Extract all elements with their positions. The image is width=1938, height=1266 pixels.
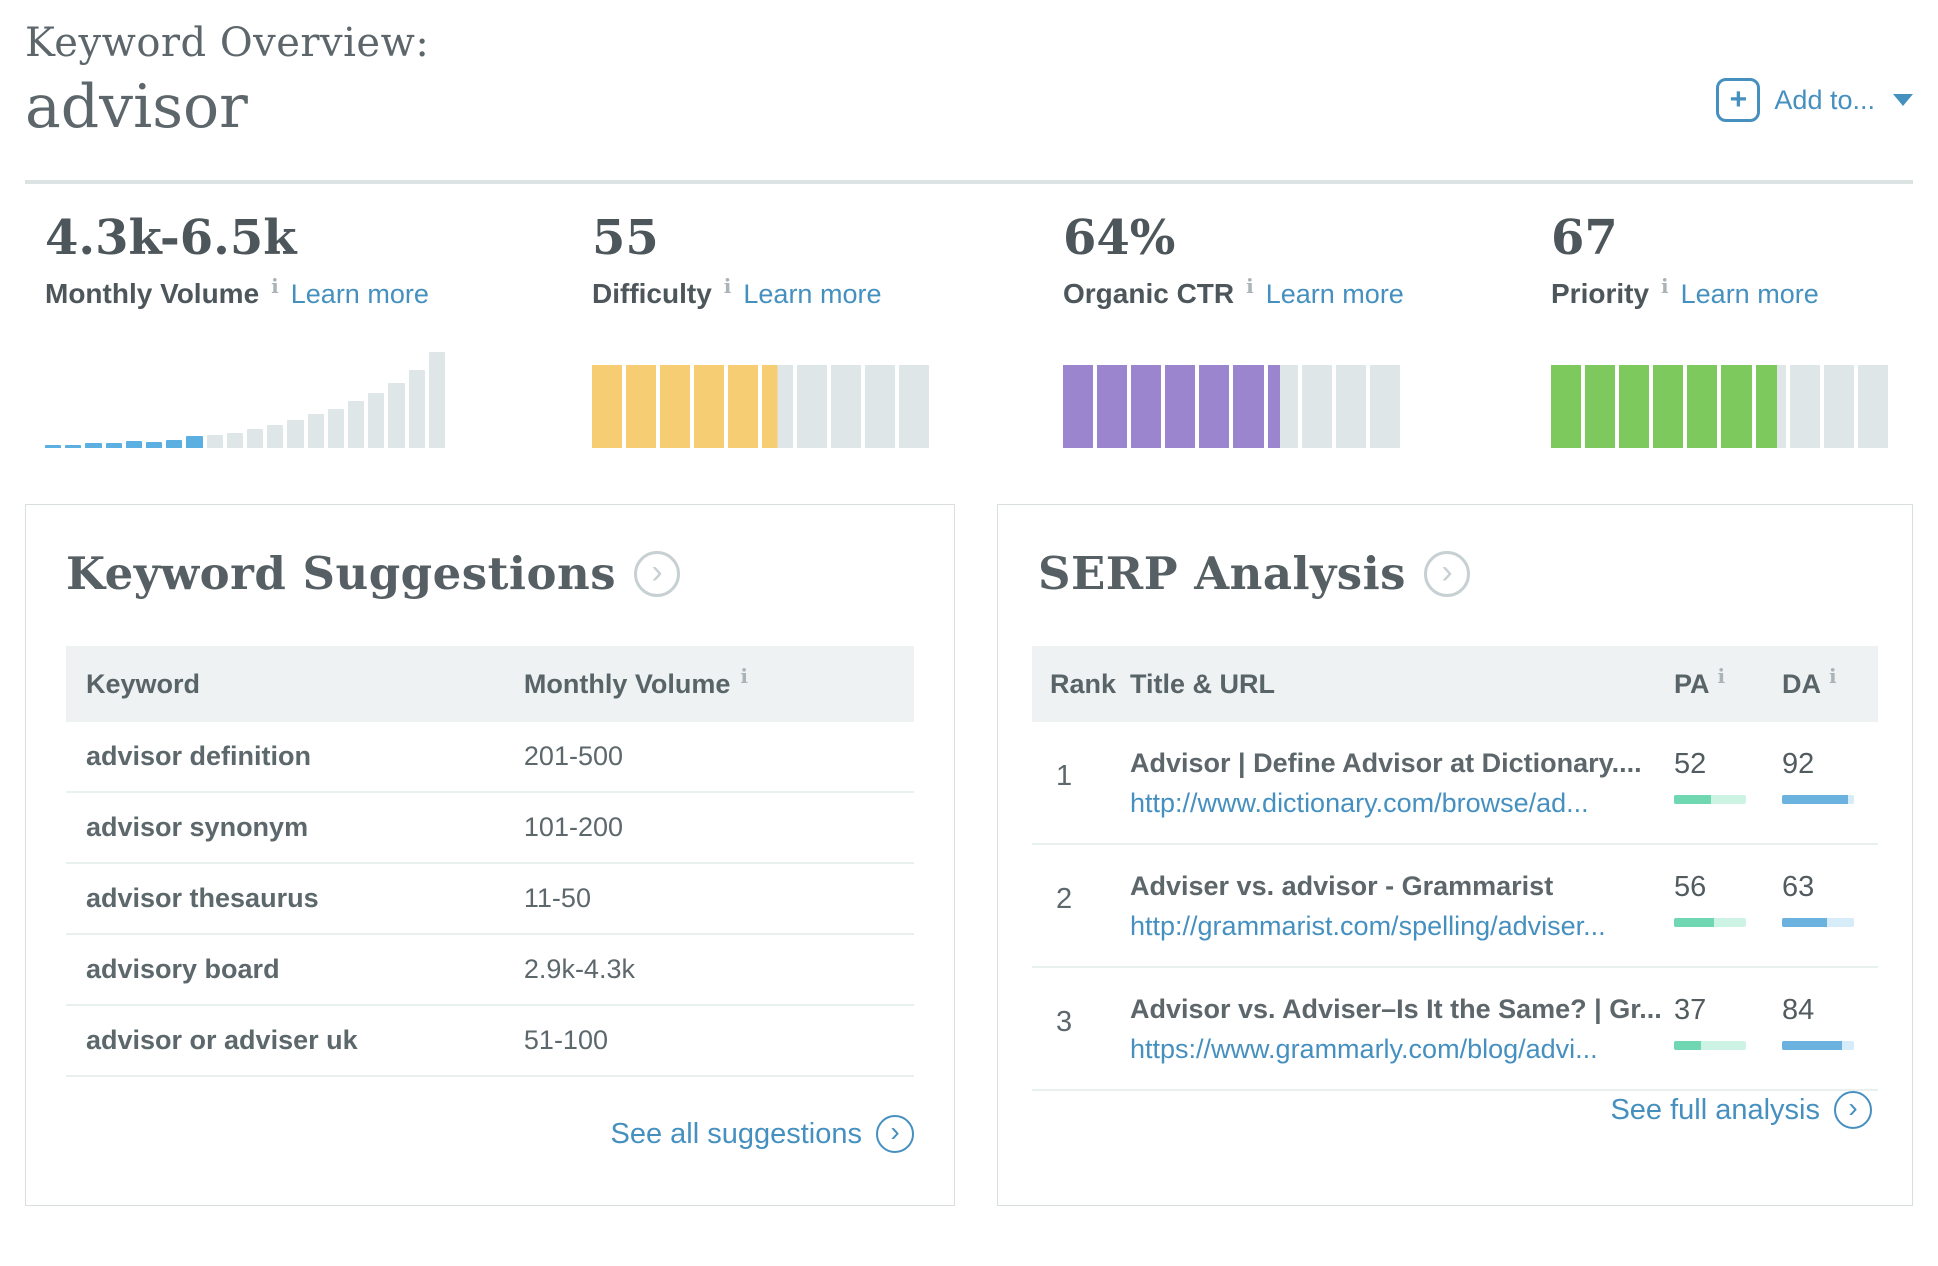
- table-row: 1 Advisor | Define Advisor at Dictionary…: [1032, 722, 1878, 845]
- da-value: 92: [1782, 748, 1815, 780]
- serp-analysis-table: Rank Title & URL PA i DA i 1 Advisor | D…: [1032, 646, 1878, 1091]
- table-row[interactable]: advisor thesaurus 11-50: [66, 864, 914, 935]
- chevron-right-circle-icon[interactable]: ›: [876, 1115, 914, 1153]
- rank-cell: 2: [1056, 883, 1073, 915]
- keyword-cell: advisor definition: [86, 741, 312, 771]
- chevron-down-icon: [1893, 94, 1913, 106]
- pa-column-header: PA: [1674, 668, 1710, 699]
- info-icon[interactable]: i: [1246, 274, 1254, 298]
- da-score-bar: [1782, 918, 1854, 927]
- keyword-cell: advisor thesaurus: [86, 883, 319, 913]
- table-row: 3 Advisor vs. Adviser–Is It the Same? | …: [1032, 968, 1878, 1091]
- volume-column-header: Monthly Volume: [523, 668, 731, 699]
- rank-cell: 1: [1056, 760, 1073, 792]
- volume-cell: 201-500: [523, 741, 623, 771]
- keyword-cell: advisor or adviser uk: [86, 1025, 358, 1055]
- learn-more-link[interactable]: Learn more: [1680, 279, 1819, 309]
- rank-column-header: Rank: [1050, 668, 1117, 699]
- pa-value: 56: [1674, 871, 1707, 903]
- header-divider: [25, 180, 1913, 184]
- pa-score-bar: [1674, 918, 1746, 927]
- chevron-right-circle-icon[interactable]: ›: [634, 550, 681, 597]
- table-header: Keyword Monthly Volume i: [66, 646, 914, 722]
- result-url-link[interactable]: https://www.grammarly.com/blog/advi...: [1130, 1034, 1598, 1064]
- page-title-row: advisor + Add to...: [25, 72, 1913, 158]
- table-row[interactable]: advisor synonym 101-200: [66, 793, 914, 864]
- da-value: 63: [1782, 871, 1815, 903]
- chevron-right-circle-icon[interactable]: ›: [1424, 550, 1470, 597]
- keyword-column-header: Keyword: [86, 668, 201, 699]
- pa-score-bar: [1674, 795, 1746, 804]
- page-title-eyebrow: Keyword Overview:: [25, 20, 430, 66]
- keyword-overview-page: Keyword Overview: advisor + Add to... 4.…: [25, 20, 1913, 1206]
- info-icon[interactable]: i: [1717, 663, 1726, 688]
- volume-cell: 2.9k-4.3k: [523, 954, 635, 984]
- priority-label: Priority: [1551, 278, 1650, 309]
- keyword-cell: advisor synonym: [86, 812, 309, 842]
- result-url-link[interactable]: http://grammarist.com/spelling/adviser..…: [1130, 911, 1606, 941]
- da-score-bar: [1782, 795, 1854, 804]
- difficulty-label: Difficulty: [592, 278, 712, 309]
- pa-value: 37: [1674, 994, 1707, 1026]
- volume-cell: 101-200: [523, 812, 623, 842]
- result-url-link[interactable]: http://www.dictionary.com/browse/ad...: [1130, 788, 1589, 818]
- organic-ctr-label: Organic CTR: [1063, 278, 1235, 309]
- serp-analysis-title: SERP Analysis: [1038, 547, 1406, 600]
- difficulty-gauge: [592, 365, 929, 448]
- difficulty-value: 55: [592, 210, 659, 266]
- metric-organic-ctr: 64% Organic CTR i Learn more: [1063, 184, 1551, 448]
- monthly-volume-value: 4.3k-6.5k: [45, 210, 297, 266]
- learn-more-link[interactable]: Learn more: [290, 279, 429, 309]
- priority-gauge: [1551, 365, 1888, 448]
- rank-cell: 3: [1056, 1006, 1073, 1038]
- keyword-suggestions-title: Keyword Suggestions: [66, 547, 617, 600]
- add-to-button[interactable]: + Add to...: [1716, 78, 1913, 122]
- table-header: Rank Title & URL PA i DA i: [1032, 646, 1878, 722]
- result-title: Advisor | Define Advisor at Dictionary..…: [1130, 748, 1642, 778]
- monthly-volume-label: Monthly Volume: [45, 278, 260, 309]
- result-title: Adviser vs. advisor - Grammarist: [1130, 871, 1554, 901]
- info-icon[interactable]: i: [723, 274, 732, 298]
- organic-ctr-value: 64%: [1063, 210, 1176, 266]
- table-row[interactable]: advisor or adviser uk 51-100: [66, 1006, 914, 1077]
- volume-cell: 11-50: [523, 883, 591, 913]
- keyword-suggestions-panel: Keyword Suggestions › Keyword Monthly Vo…: [25, 504, 955, 1206]
- metrics-row: 4.3k-6.5k Monthly Volume i Learn more 55…: [25, 184, 1913, 448]
- add-to-label: Add to...: [1774, 84, 1875, 115]
- panels-row: Keyword Suggestions › Keyword Monthly Vo…: [25, 504, 1913, 1206]
- table-row[interactable]: advisor definition 201-500: [66, 722, 914, 793]
- da-value: 84: [1782, 994, 1815, 1026]
- info-icon[interactable]: i: [740, 663, 749, 688]
- title-url-column-header: Title & URL: [1130, 668, 1276, 699]
- info-icon[interactable]: i: [271, 274, 279, 298]
- see-full-analysis-link[interactable]: See full analysis: [1610, 1093, 1820, 1126]
- page-title-keyword: advisor: [25, 72, 248, 142]
- da-score-bar: [1782, 1041, 1854, 1050]
- result-title: Advisor vs. Adviser–Is It the Same? | Gr…: [1130, 994, 1662, 1024]
- see-all-suggestions-link[interactable]: See all suggestions: [610, 1117, 863, 1150]
- priority-value: 67: [1551, 210, 1618, 266]
- serp-analysis-panel: SERP Analysis › Rank Title & URL PA i DA…: [997, 504, 1913, 1206]
- metric-priority: 67 Priority i Learn more: [1551, 184, 1913, 448]
- organic-ctr-gauge: [1063, 365, 1400, 448]
- learn-more-link[interactable]: Learn more: [743, 279, 882, 309]
- keyword-suggestions-table: Keyword Monthly Volume i advisor definit…: [66, 646, 914, 1077]
- learn-more-link[interactable]: Learn more: [1265, 279, 1404, 309]
- metric-difficulty: 55 Difficulty i Learn more: [592, 184, 1063, 448]
- keyword-cell: advisory board: [86, 954, 280, 984]
- table-row[interactable]: advisory board 2.9k-4.3k: [66, 935, 914, 1006]
- volume-cell: 51-100: [523, 1025, 608, 1055]
- table-row: 2 Adviser vs. advisor - Grammarist http:…: [1032, 845, 1878, 968]
- da-column-header: DA: [1782, 668, 1821, 699]
- pa-score-bar: [1674, 1041, 1746, 1050]
- pa-value: 52: [1674, 748, 1707, 780]
- metric-monthly-volume: 4.3k-6.5k Monthly Volume i Learn more: [45, 184, 592, 448]
- info-icon[interactable]: i: [1661, 274, 1669, 298]
- info-icon[interactable]: i: [1829, 663, 1837, 688]
- monthly-volume-histogram: [45, 352, 446, 448]
- chevron-right-circle-icon[interactable]: ›: [1834, 1091, 1872, 1129]
- plus-icon: +: [1716, 78, 1761, 122]
